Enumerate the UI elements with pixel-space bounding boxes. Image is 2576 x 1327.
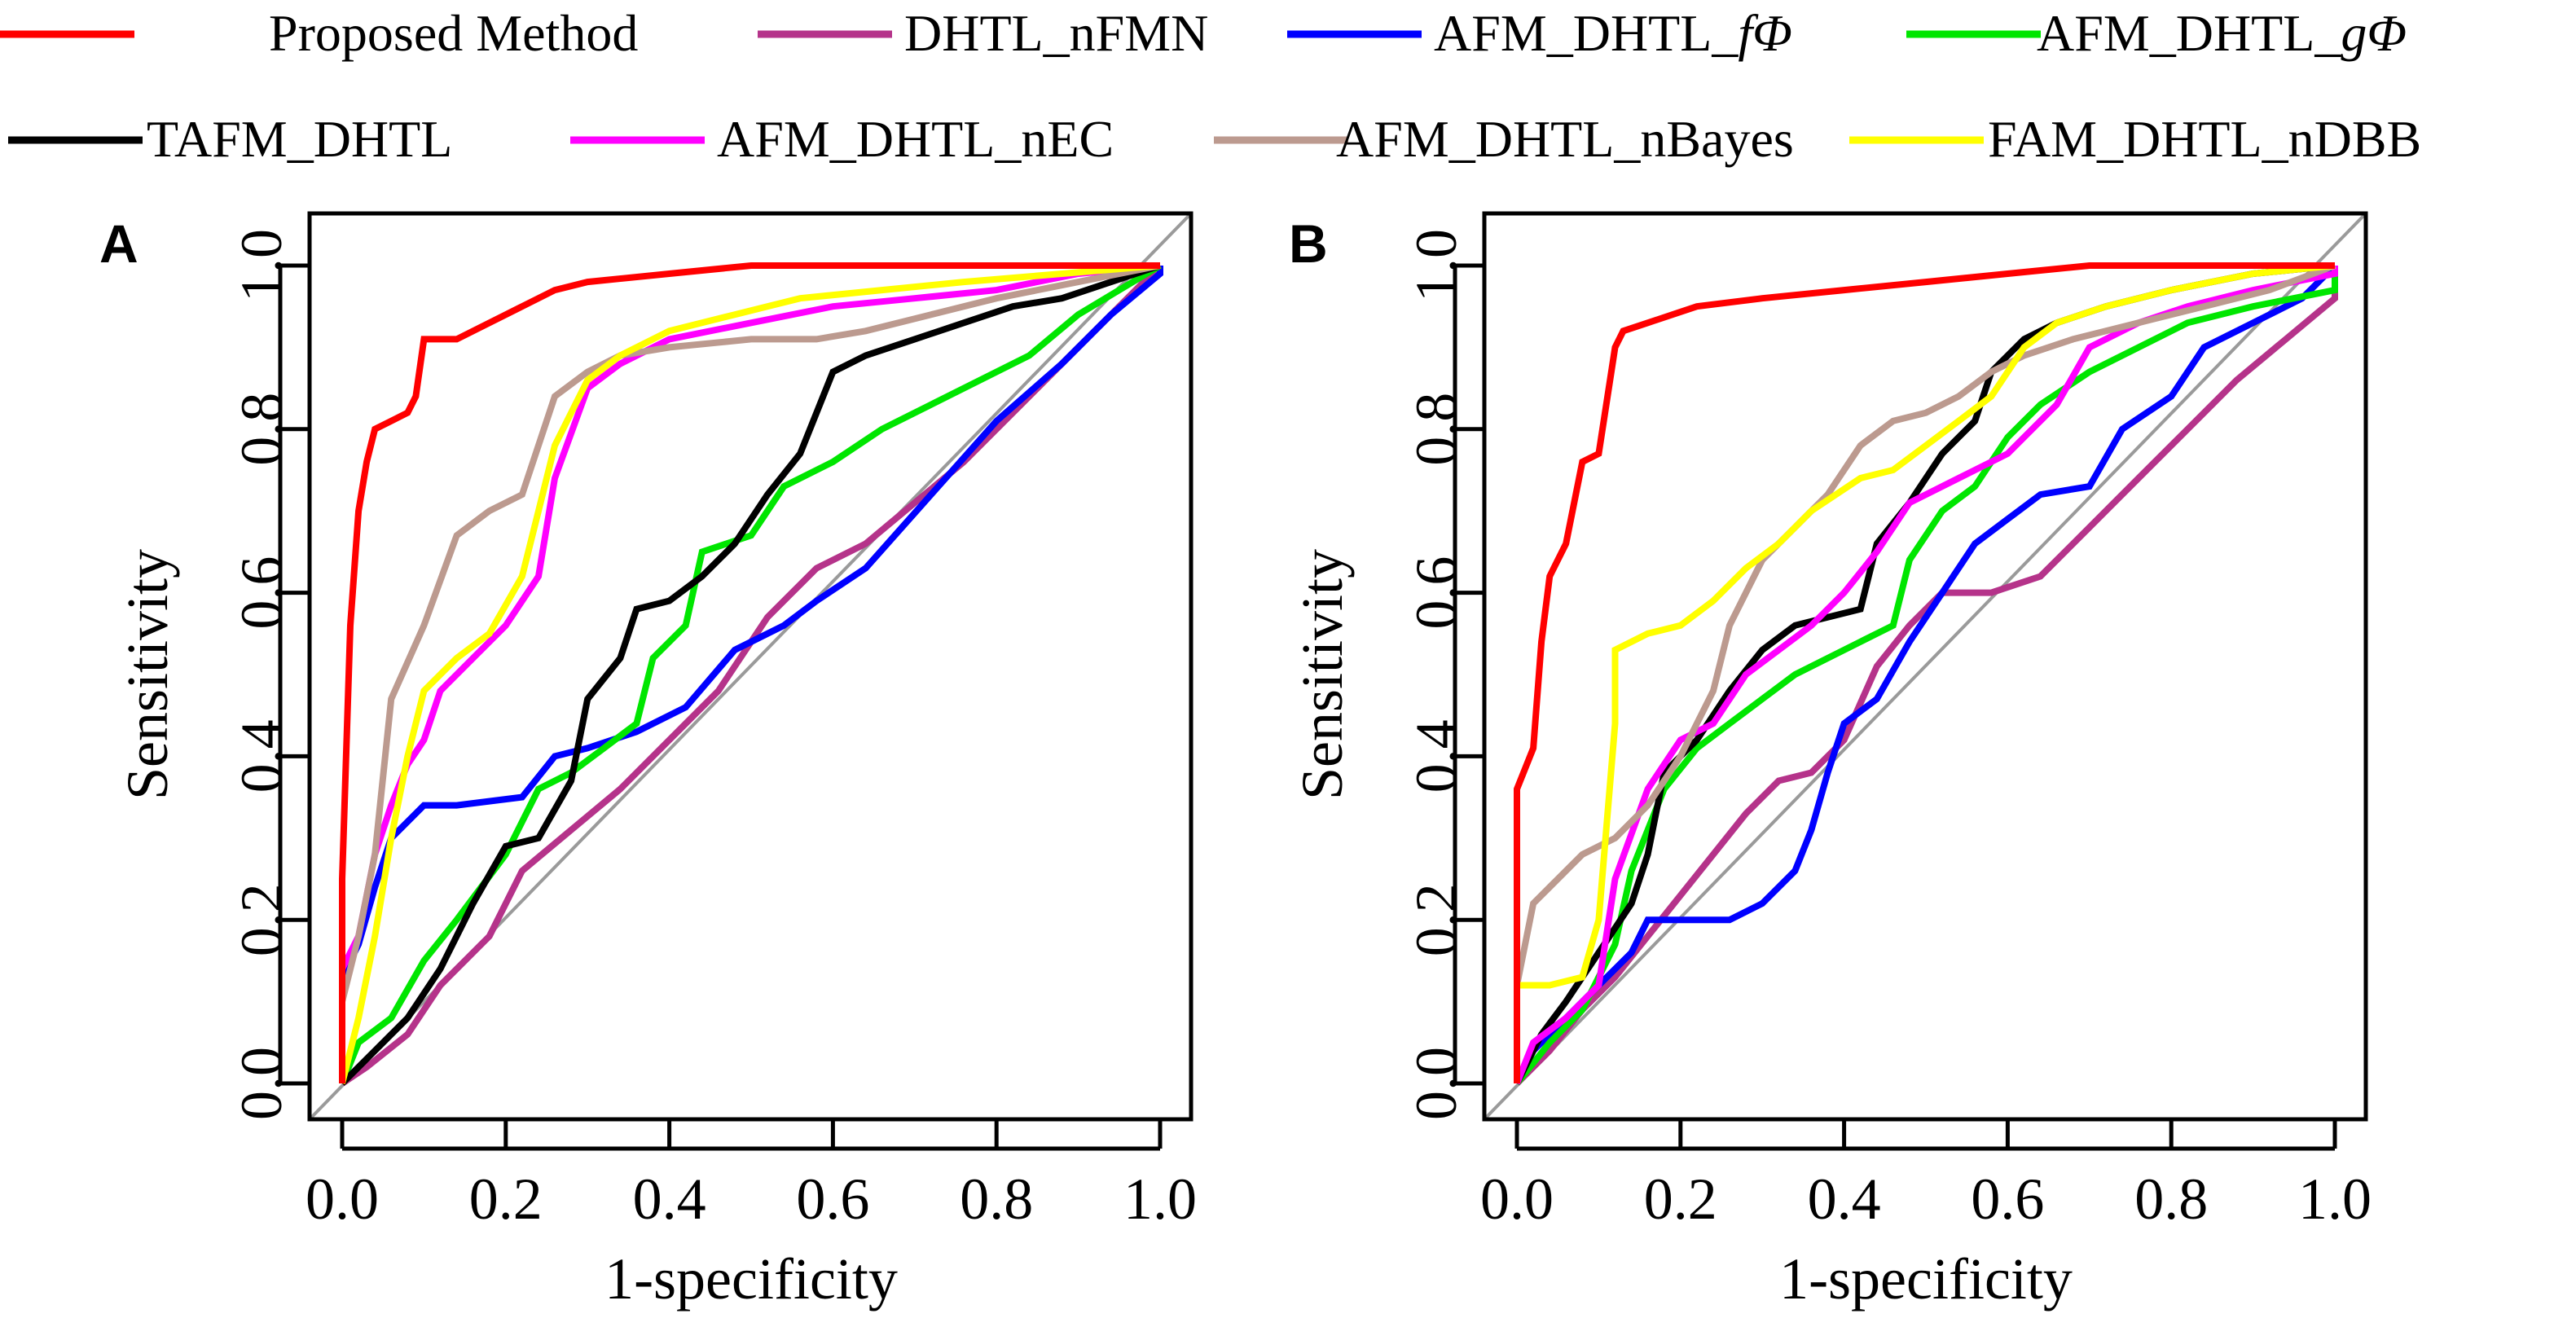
legend-label: AFM_DHTL_fΦ xyxy=(1434,4,1792,62)
panel-letter: B xyxy=(1289,213,1328,274)
roc-curve-proposed-method xyxy=(1514,262,2335,1083)
x-tick-label: 1.0 xyxy=(2298,1167,2372,1232)
x-tick-label: 1.0 xyxy=(1123,1167,1197,1232)
y-tick-label: 0.2 xyxy=(229,883,294,956)
y-tick-label: 0.6 xyxy=(1404,556,1469,630)
legend-label: DHTL_nFMN xyxy=(904,4,1208,62)
legend-entry: AFM_DHTL_gΦ xyxy=(1906,4,2407,62)
y-tick-label: 1.0 xyxy=(1404,229,1469,302)
roc-curve-proposed-method xyxy=(339,262,1160,1083)
y-tick-label: 0.0 xyxy=(229,1047,294,1120)
legend-label: AFM_DHTL_gΦ xyxy=(2037,4,2407,62)
panel-a: A 0.0 0.2 0.4 0.6 0.8 1.0 0.0 0.2 0.4 0.6 0.8 1.0 1-s… xyxy=(99,211,1197,1312)
legend-label: Proposed Method xyxy=(269,4,638,62)
x-tick-label: 0.0 xyxy=(1480,1167,1554,1232)
panel-letter: A xyxy=(99,213,138,274)
x-axis-title: 1-specificity xyxy=(1779,1246,2073,1312)
x-tick-label: 0.2 xyxy=(469,1167,543,1232)
x-tick-label: 0.6 xyxy=(1971,1167,2044,1232)
legend-label: AFM_DHTL_nEC xyxy=(717,110,1114,168)
legend: Proposed Method DHTL_nFMN AFM_DHTL_fΦ AFM_D… xyxy=(0,4,2421,168)
plot-frame xyxy=(1482,211,2368,1122)
y-axis-title: Sensitivity xyxy=(115,549,180,800)
legend-entry: AFM_DHTL_fΦ xyxy=(1287,4,1792,62)
roc-curve-afm-dhtl-g- xyxy=(339,262,1163,1085)
legend-label: FAM_DHTL_nDBB xyxy=(1988,110,2421,168)
x-tick-label: 0.6 xyxy=(796,1167,869,1232)
y-tick-label: 1.0 xyxy=(229,229,294,302)
y-tick-label: 0.6 xyxy=(229,556,294,630)
legend-entry: DHTL_nFMN xyxy=(758,4,1208,62)
legend-entry: AFM_DHTL_nBayes xyxy=(1214,110,1794,168)
x-tick-label: 0.4 xyxy=(1808,1167,1881,1232)
panel-b: B 0.0 0.2 0.4 0.6 0.8 1.0 0.0 0.2 0.4 0.6 0.8 1.0 1-s… xyxy=(1289,211,2372,1312)
x-axis-title: 1-specificity xyxy=(604,1246,898,1312)
y-axis-title: Sensitivity xyxy=(1290,549,1355,800)
roc-curve-afm-dhtl-nbayes xyxy=(339,262,1161,1083)
roc-curve-tafm-dhtl xyxy=(340,262,1162,1086)
x-tick-label: 0.4 xyxy=(633,1167,706,1232)
roc-curve-fam-dhtl-ndbb xyxy=(1514,262,2336,1083)
roc-curve-fam-dhtl-ndbb xyxy=(339,262,1161,1084)
legend-label: TAFM_DHTL xyxy=(147,110,452,168)
x-tick-label: 0.8 xyxy=(960,1167,1033,1232)
y-tick-label: 0.2 xyxy=(1404,883,1469,956)
roc-curve-afm-dhtl-f- xyxy=(1514,263,2337,1085)
y-tick-label: 0.0 xyxy=(1404,1047,1469,1120)
plot-frame xyxy=(307,211,1193,1122)
x-tick-label: 0.0 xyxy=(306,1167,379,1232)
diagonal-reference-line xyxy=(1483,212,2367,1121)
legend-entry: TAFM_DHTL xyxy=(8,110,452,168)
legend-entry: Proposed Method xyxy=(0,4,638,62)
x-tick-label: 0.2 xyxy=(1644,1167,1717,1232)
x-tick-label: 0.8 xyxy=(2134,1167,2208,1232)
roc-curve-dhtl-nfmn xyxy=(340,263,1163,1087)
roc-curve-afm-dhtl-g- xyxy=(1514,266,2338,1086)
legend-entry: FAM_DHTL_nDBB xyxy=(1849,110,2421,168)
roc-curve-dhtl-nfmn xyxy=(1514,266,2338,1086)
legend-entry: AFM_DHTL_nEC xyxy=(570,110,1114,168)
legend-label: AFM_DHTL_nBayes xyxy=(1336,110,1794,168)
y-tick-label: 0.4 xyxy=(229,719,294,793)
y-tick-label: 0.8 xyxy=(229,393,294,466)
y-tick-label: 0.8 xyxy=(1404,393,1469,466)
roc-curve-afm-dhtl-f- xyxy=(339,266,1163,1083)
roc-curve-afm-dhtl-nec xyxy=(339,262,1161,1083)
y-tick-label: 0.4 xyxy=(1404,719,1469,793)
